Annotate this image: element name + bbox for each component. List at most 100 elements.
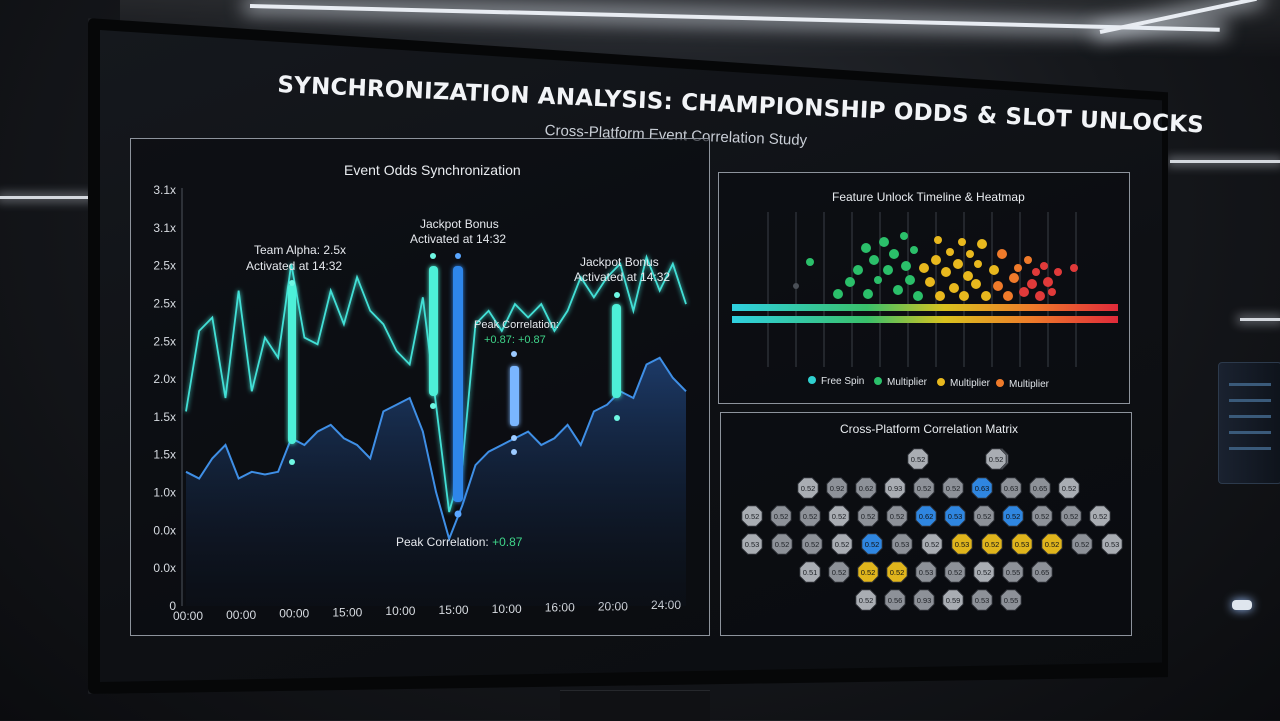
heatmap-dot: [833, 289, 843, 299]
heatmap-dot: [861, 243, 871, 253]
heatmap-dot: [1024, 256, 1032, 264]
y-tick-label: 0.0x: [153, 523, 176, 537]
heatmap-dot: [874, 276, 882, 284]
event-marker-dot: [614, 415, 620, 421]
cyan-series-line: [185, 254, 687, 513]
matrix-cell-value: 0.52: [859, 596, 874, 605]
annotation-jackpot-3-line1: Jackpot Bonus: [580, 255, 659, 269]
matrix-cell-value: 0.63: [975, 484, 990, 493]
heatmap-dot: [989, 265, 999, 275]
heatmap-dot: [977, 239, 987, 249]
heatmap-dot: [889, 249, 899, 259]
matrix-cell: [741, 533, 763, 555]
heatmap-dot: [879, 237, 889, 247]
heatmap-dot: [966, 250, 974, 258]
heatmap-dot: [905, 275, 915, 285]
event-marker-dot: [511, 449, 517, 455]
matrix-cell-value: 0.52: [1006, 512, 1021, 521]
heatmap-dot: [1048, 288, 1056, 296]
annotation-jackpot-1-line2: Activated at 14:32: [410, 232, 506, 246]
status-led: [1232, 600, 1252, 610]
heatmap-dot: [1070, 264, 1078, 272]
heatmap-dot: [893, 285, 903, 295]
heatmap-dot: [1003, 291, 1013, 301]
legend-swatch-multiplier-green: [874, 377, 882, 385]
heatmap-dot: [934, 236, 942, 244]
heatmap-dot: [931, 255, 941, 265]
heatmap-dot: [1035, 291, 1045, 301]
matrix-cell-value: 0.52: [917, 484, 932, 493]
matrix-cell: [799, 505, 821, 527]
unlock-panel-title: Feature Unlock Timeline & Heatmap: [832, 190, 1025, 204]
matrix-cell: [1000, 589, 1022, 611]
blue-series-line: [185, 356, 687, 543]
matrix-cell-value: 0.53: [975, 596, 990, 605]
matrix-cell: [828, 561, 850, 583]
matrix-panel-title: Cross-Platform Correlation Matrix: [840, 422, 1019, 436]
heatmap-dot: [910, 246, 918, 254]
annotation-peak-line1: Peak Correlation:: [474, 319, 559, 331]
event-marker-dot: [289, 280, 295, 286]
matrix-cell-value: 0.52: [1035, 512, 1050, 521]
matrix-cell-value: 0.62: [859, 484, 874, 493]
y-tick-label: 0.0x: [153, 561, 176, 575]
matrix-cell: [942, 589, 964, 611]
matrix-cell-value: 0.92: [830, 484, 845, 493]
event-marker-dot: [455, 253, 461, 259]
matrix-cell: [831, 533, 853, 555]
matrix-cell: [1060, 505, 1082, 527]
matrix-cell-value: 0.55: [1004, 596, 1019, 605]
matrix-cell-value: 0.52: [989, 455, 1004, 464]
event-marker-peak: [510, 366, 519, 426]
matrix-cell: [801, 533, 823, 555]
matrix-cell-value: 0.52: [861, 512, 876, 521]
annotation-jackpot-3-line2: Activated at 14:32: [574, 270, 670, 284]
matrix-cell-value: 0.52: [835, 540, 850, 549]
annotation-jackpot-1-line1: Jackpot Bonus: [420, 217, 499, 231]
matrix-cell: [828, 505, 850, 527]
y-tick-label: 1.5x: [153, 410, 176, 424]
event-marker-dot: [430, 253, 436, 259]
y-tick-label: 1.0x: [153, 486, 176, 500]
matrix-cell-value: 0.55: [1006, 568, 1021, 577]
matrix-cell-value: 0.52: [985, 540, 1000, 549]
matrix-cell: [1002, 505, 1024, 527]
matrix-cell-value: 0.53: [948, 512, 963, 521]
timeline-bar-top: [732, 304, 1118, 311]
y-tick-label: 2.5x: [153, 259, 176, 273]
odds-chart: 3.1x 3.1x 2.5x 2.5x 2.5x 2.0x 1.5x 1.5x 1.0x 0.0x…: [153, 183, 687, 623]
heatmap-dot: [863, 289, 873, 299]
matrix-cell: [770, 505, 792, 527]
heatmap-dot: [974, 260, 982, 268]
matrix-cell-value: 0.52: [1093, 512, 1108, 521]
heatmap-dot: [993, 281, 1003, 291]
matrix-cell: [981, 533, 1003, 555]
matrix-cell: [891, 533, 913, 555]
x-tick-label: 00:00: [226, 608, 256, 622]
heatmap-dot: [900, 232, 908, 240]
matrix-cell: [884, 477, 906, 499]
heatmap-dot: [869, 255, 879, 265]
matrix-cell: [855, 477, 877, 499]
heatmap-dot: [946, 248, 954, 256]
matrix-cell-value: 0.52: [774, 512, 789, 521]
matrix-cell: [1031, 561, 1053, 583]
matrix-cell: [971, 477, 993, 499]
matrix-cell-value: 0.53: [955, 540, 970, 549]
matrix-cell: [985, 448, 1007, 470]
matrix-cell: [857, 561, 879, 583]
heatmap-dot: [958, 238, 966, 246]
heatmap-dot: [913, 291, 923, 301]
matrix-cell-value: 0.52: [832, 568, 847, 577]
event-marker-team-alpha: [288, 284, 296, 444]
matrix-cell: [915, 505, 937, 527]
matrix-cell: [913, 477, 935, 499]
legend-swatch-multiplier-yellow: [937, 378, 945, 386]
matrix-cell-value: 0.52: [890, 568, 905, 577]
event-marker-jackpot-1: [429, 266, 438, 396]
side-rack-device: [1218, 362, 1280, 484]
matrix-cell: [826, 477, 848, 499]
matrix-cell-value: 0.53: [1015, 540, 1030, 549]
heatmap-dot: [1019, 287, 1029, 297]
matrix-cell-value: 0.56: [888, 596, 903, 605]
